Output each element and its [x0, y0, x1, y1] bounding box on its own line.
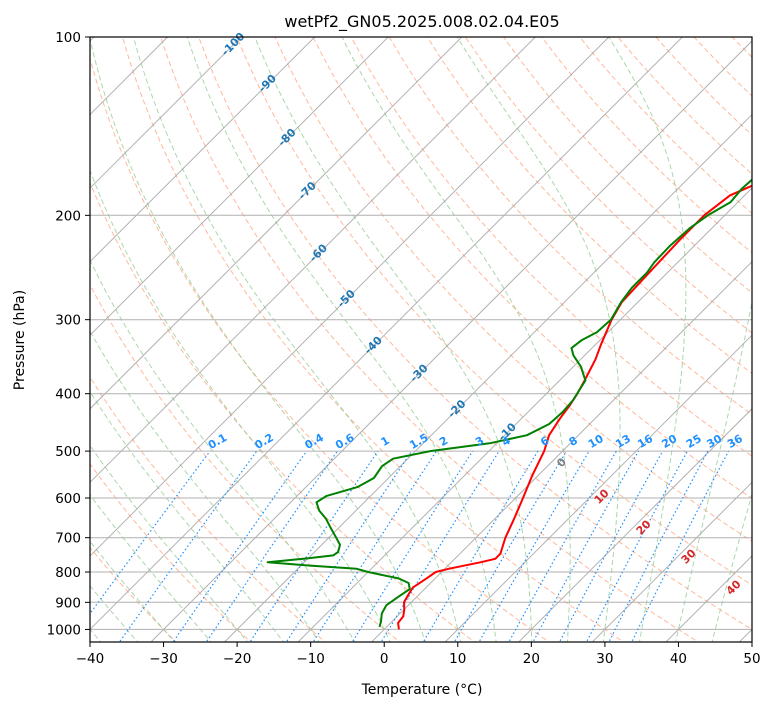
dry-adiabat: [160, 37, 700, 642]
dry-adiabat: [579, 37, 752, 214]
moist-adiabat: [254, 37, 533, 642]
mixing-ratio-label: 13: [613, 432, 633, 451]
moist-adiabat: [608, 37, 687, 642]
moist-adiabat: [90, 390, 285, 642]
moist-adiabat: [186, 37, 497, 642]
mixing-ratio-line: [285, 450, 413, 642]
plot-area: [90, 37, 775, 644]
dry-adiabat: [90, 56, 550, 642]
mixing-ratio-label: 0.2: [253, 431, 276, 452]
x-tick-label: 40: [670, 651, 687, 667]
isotherm-line: [370, 260, 752, 642]
dry-adiabat: [274, 37, 752, 542]
mixing-ratio-line: [631, 450, 730, 642]
mixing-ratio-line: [90, 450, 211, 615]
isotherm-line: [444, 334, 752, 642]
y-tick-label: 700: [55, 531, 81, 547]
isotherm-line: [90, 37, 537, 484]
dry-adiabat: [693, 37, 752, 97]
dry-adiabat: [503, 37, 752, 294]
dry-adiabat: [655, 37, 752, 136]
y-axis-label: Pressure (hPa): [12, 290, 28, 390]
dry-adiabat: [90, 376, 327, 642]
dry-adiabat: [464, 37, 752, 334]
dry-adiabat: [312, 37, 752, 500]
mixing-ratio-line: [558, 450, 664, 642]
moist-adiabat-label: 40: [724, 577, 744, 597]
y-tick-label: 200: [55, 208, 81, 224]
isotherm-line: [90, 37, 463, 410]
mixing-ratio-label: 20: [659, 432, 679, 451]
isotherm-line: [90, 37, 610, 557]
y-tick-label: 300: [55, 313, 81, 329]
mixing-ratio-label: 3: [473, 434, 486, 449]
x-tick-label: 10: [449, 651, 466, 667]
isotherm-line: [90, 37, 684, 631]
plot-frame: [89, 36, 753, 643]
isotherm-line: [150, 40, 752, 642]
mixing-ratio-line: [118, 450, 258, 642]
moist-adiabat: [90, 493, 212, 642]
y-tick-label: 100: [55, 30, 81, 46]
x-tick-label: 20: [523, 651, 540, 667]
mixing-ratio-line: [172, 450, 308, 642]
dry-adiabat: [770, 37, 775, 644]
moist-adiabat: [711, 492, 752, 642]
mixing-ratio-line: [205, 450, 338, 642]
x-tick-label: −30: [149, 651, 178, 667]
y-tick-label: 600: [55, 491, 81, 507]
mixing-ratio-line: [585, 450, 688, 642]
x-axis-label: Temperature (°C): [361, 682, 483, 698]
x-tick-label: −40: [76, 651, 105, 667]
mixing-ratio-line: [249, 450, 379, 642]
y-tick-label: 900: [55, 595, 81, 611]
isotherm-line: [591, 481, 752, 642]
dry-adiabat: [90, 181, 476, 642]
moist-adiabat-label: 20: [634, 517, 654, 537]
moist-adiabat: [90, 169, 391, 642]
mixing-ratio-line: [312, 450, 437, 642]
dry-adiabat: [350, 37, 752, 457]
mixing-ratio-line: [380, 450, 500, 642]
mixing-ratio-line: [351, 450, 474, 642]
isotherm-line: [517, 408, 752, 642]
isotherm-line: [90, 37, 316, 263]
y-tick-label: 800: [55, 565, 81, 581]
moist-adiabat: [90, 444, 249, 642]
isotherm-line: [90, 37, 242, 189]
isotherm-line: [738, 628, 752, 642]
dry-adiabat: [541, 37, 752, 254]
mixing-ratio-label: 0.1: [206, 431, 229, 452]
temperature-profile-line: [397, 184, 752, 630]
x-tick-label: 50: [743, 651, 760, 667]
moist-adiabat-label: 30: [679, 546, 699, 566]
mixing-ratio-label: 25: [684, 432, 704, 451]
isotherm-label: -50: [335, 287, 358, 310]
moist-adiabat: [90, 330, 320, 642]
x-tick-label: −20: [223, 651, 252, 667]
mixing-ratio-label: 36: [725, 432, 745, 451]
isotherm-line: [223, 113, 752, 642]
y-tick-label: 400: [55, 387, 81, 403]
mixing-ratio-label: 1: [379, 434, 392, 449]
y-tick-label: 500: [55, 444, 81, 460]
x-tick-label: −10: [296, 651, 325, 667]
isotherm-line: [90, 37, 389, 336]
isotherm-label: -100: [219, 30, 248, 59]
mixing-ratio-line: [608, 450, 709, 642]
mixing-ratio-line: [453, 450, 567, 642]
mixing-ratio-label: 0.6: [333, 431, 357, 452]
dry-adiabat: [90, 463, 252, 642]
x-tick-label: 30: [596, 651, 613, 667]
mixing-ratio-label: 1.5: [407, 431, 430, 452]
dewpoint-profile-line: [266, 178, 752, 628]
y-tick-label: 1000: [47, 622, 81, 638]
mixing-ratio-label: 2: [437, 434, 450, 449]
moist-adiabat: [456, 37, 621, 642]
x-tick-label: 0: [380, 651, 389, 667]
chart-title: wetPf2_GN05.2025.008.02.04.E05: [284, 12, 559, 32]
